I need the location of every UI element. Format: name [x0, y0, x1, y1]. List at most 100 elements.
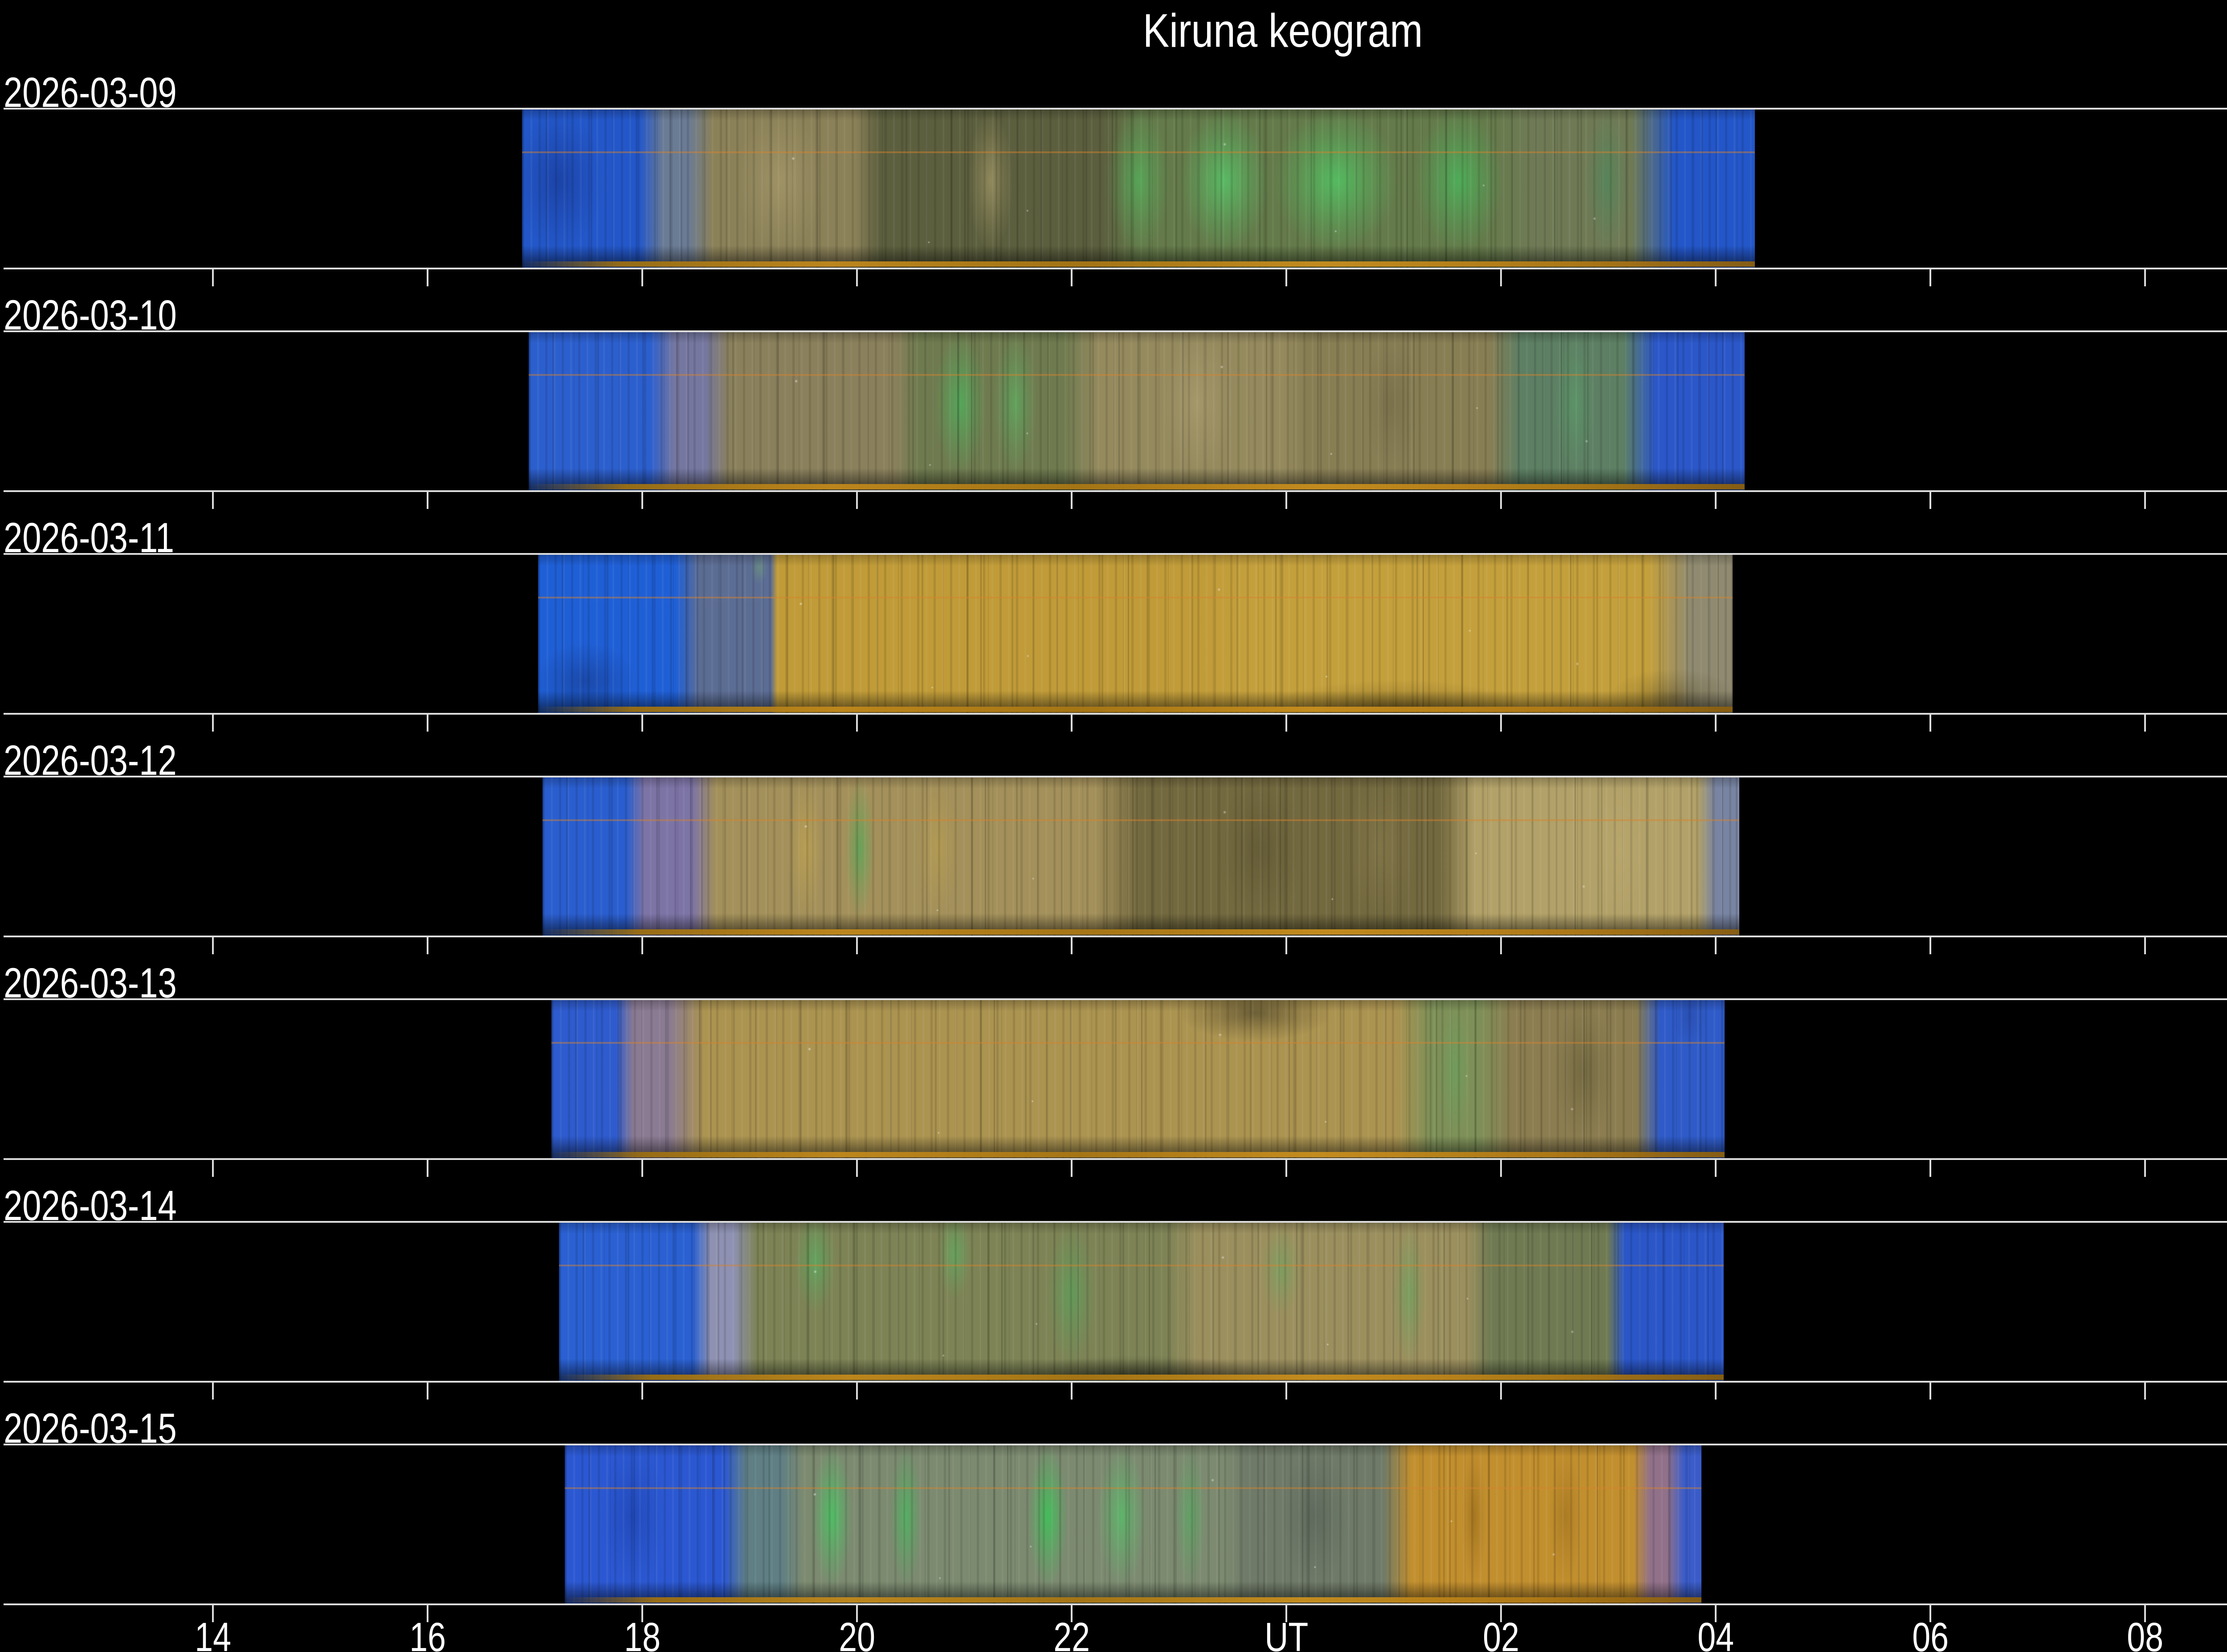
date-label-left: 2026-03-15 — [4, 1408, 220, 1450]
date-label-left: 2026-03-11 — [4, 517, 217, 559]
axis-tick-label: 20 — [768, 1616, 946, 1652]
hour-tick — [1929, 1160, 1931, 1177]
hour-tick — [1929, 269, 1931, 286]
hour-tick — [1285, 937, 1287, 954]
row-bottom-line — [4, 1158, 2227, 1160]
hour-tick — [1715, 269, 1717, 286]
hour-tick — [1500, 1605, 1502, 1622]
axis-tick-label-text: 20 — [839, 1615, 875, 1652]
row-top-line — [4, 553, 2227, 555]
row-top-line — [4, 108, 2227, 110]
horizon-glow-band — [538, 707, 1733, 712]
row-top-line — [4, 1221, 2227, 1223]
date-label-left-text: 2026-03-13 — [4, 960, 177, 1007]
hour-tick — [1500, 1160, 1502, 1177]
hour-tick — [641, 492, 643, 509]
row-bottom-line — [4, 1603, 2227, 1605]
hour-tick — [2144, 1605, 2146, 1622]
page-title: Kiruna keogram — [0, 6, 2227, 55]
hour-tick — [1071, 492, 1073, 509]
row-bottom-line — [4, 1381, 2227, 1383]
hour-tick — [1715, 1383, 1717, 1400]
hour-tick — [856, 269, 858, 286]
hour-tick — [1929, 715, 1931, 732]
hour-tick — [1715, 715, 1717, 732]
date-label-left-text: 2026-03-15 — [4, 1405, 177, 1452]
vign-overlay — [522, 110, 1755, 268]
hour-tick — [1071, 1383, 1073, 1400]
hour-tick — [427, 269, 428, 286]
hour-tick — [1715, 492, 1717, 509]
hour-tick — [427, 1160, 428, 1177]
light-pollution-band — [538, 597, 1733, 599]
axis-tick-label-text: UT — [1264, 1615, 1309, 1652]
vign-overlay — [565, 1445, 1701, 1603]
horizon-glow-band — [542, 929, 1739, 935]
row-top-line — [4, 998, 2227, 1000]
vign-overlay — [538, 555, 1733, 713]
row-bottom-line — [4, 936, 2227, 937]
hour-tick — [1715, 1605, 1717, 1622]
hour-tick — [1929, 492, 1931, 509]
hour-tick — [1715, 937, 1717, 954]
row-bottom-line — [4, 268, 2227, 269]
date-label-left: 2026-03-13 — [4, 962, 220, 1005]
date-label-left: 2026-03-09 — [4, 72, 220, 114]
hour-tick — [2144, 1160, 2146, 1177]
axis-tick-label: 18 — [553, 1616, 731, 1652]
hour-tick — [1500, 492, 1502, 509]
keogram-strip — [565, 1445, 1701, 1603]
hour-tick — [856, 1160, 858, 1177]
axis-tick-label: 22 — [983, 1616, 1161, 1652]
hour-tick — [856, 492, 858, 509]
hour-tick — [1071, 937, 1073, 954]
light-pollution-band — [542, 819, 1739, 822]
date-label-left: 2026-03-12 — [4, 740, 220, 782]
hour-tick — [2144, 715, 2146, 732]
axis-tick-label: 06 — [1841, 1616, 2019, 1652]
date-label-left: 2026-03-10 — [4, 294, 220, 337]
hour-tick — [2144, 1383, 2146, 1400]
hour-tick — [1500, 937, 1502, 954]
hour-tick — [212, 492, 214, 509]
hour-tick — [1929, 1383, 1931, 1400]
horizon-glow-band — [559, 1375, 1724, 1380]
axis-tick-label: 16 — [339, 1616, 517, 1652]
light-pollution-band — [551, 1042, 1725, 1044]
axis-tick-label-text: 06 — [1912, 1615, 1949, 1652]
hour-tick — [856, 715, 858, 732]
hour-tick — [641, 715, 643, 732]
keogram-strip — [529, 332, 1745, 490]
vign-overlay — [551, 1000, 1725, 1158]
date-label-left-text: 2026-03-11 — [4, 514, 175, 562]
hour-tick — [2144, 492, 2146, 509]
row-top-line — [4, 776, 2227, 777]
light-pollution-band — [565, 1487, 1701, 1489]
hour-tick — [1071, 1605, 1073, 1622]
vign-overlay — [529, 332, 1745, 490]
axis-tick-label-text: 22 — [1053, 1615, 1090, 1652]
light-pollution-band — [559, 1265, 1724, 1267]
hour-tick — [427, 715, 428, 732]
hour-tick — [856, 1605, 858, 1622]
row-top-line — [4, 1444, 2227, 1445]
hour-tick — [212, 1605, 214, 1622]
hour-tick — [856, 1383, 858, 1400]
hour-tick — [212, 269, 214, 286]
hour-tick — [1500, 1383, 1502, 1400]
keogram-strip — [551, 1000, 1725, 1158]
keogram-strip — [559, 1223, 1724, 1381]
hour-tick — [641, 1160, 643, 1177]
horizon-glow-band — [529, 484, 1745, 489]
hour-tick — [1285, 269, 1287, 286]
axis-tick-label: 08 — [2056, 1616, 2227, 1652]
hour-tick — [641, 937, 643, 954]
hour-tick — [212, 937, 214, 954]
hour-tick — [427, 937, 428, 954]
horizon-glow-band — [522, 261, 1755, 267]
hour-tick — [1500, 715, 1502, 732]
hour-tick — [1285, 715, 1287, 732]
horizon-glow-band — [565, 1597, 1701, 1603]
page-title-text: Kiruna keogram — [1142, 4, 1423, 57]
hour-tick — [1071, 1160, 1073, 1177]
